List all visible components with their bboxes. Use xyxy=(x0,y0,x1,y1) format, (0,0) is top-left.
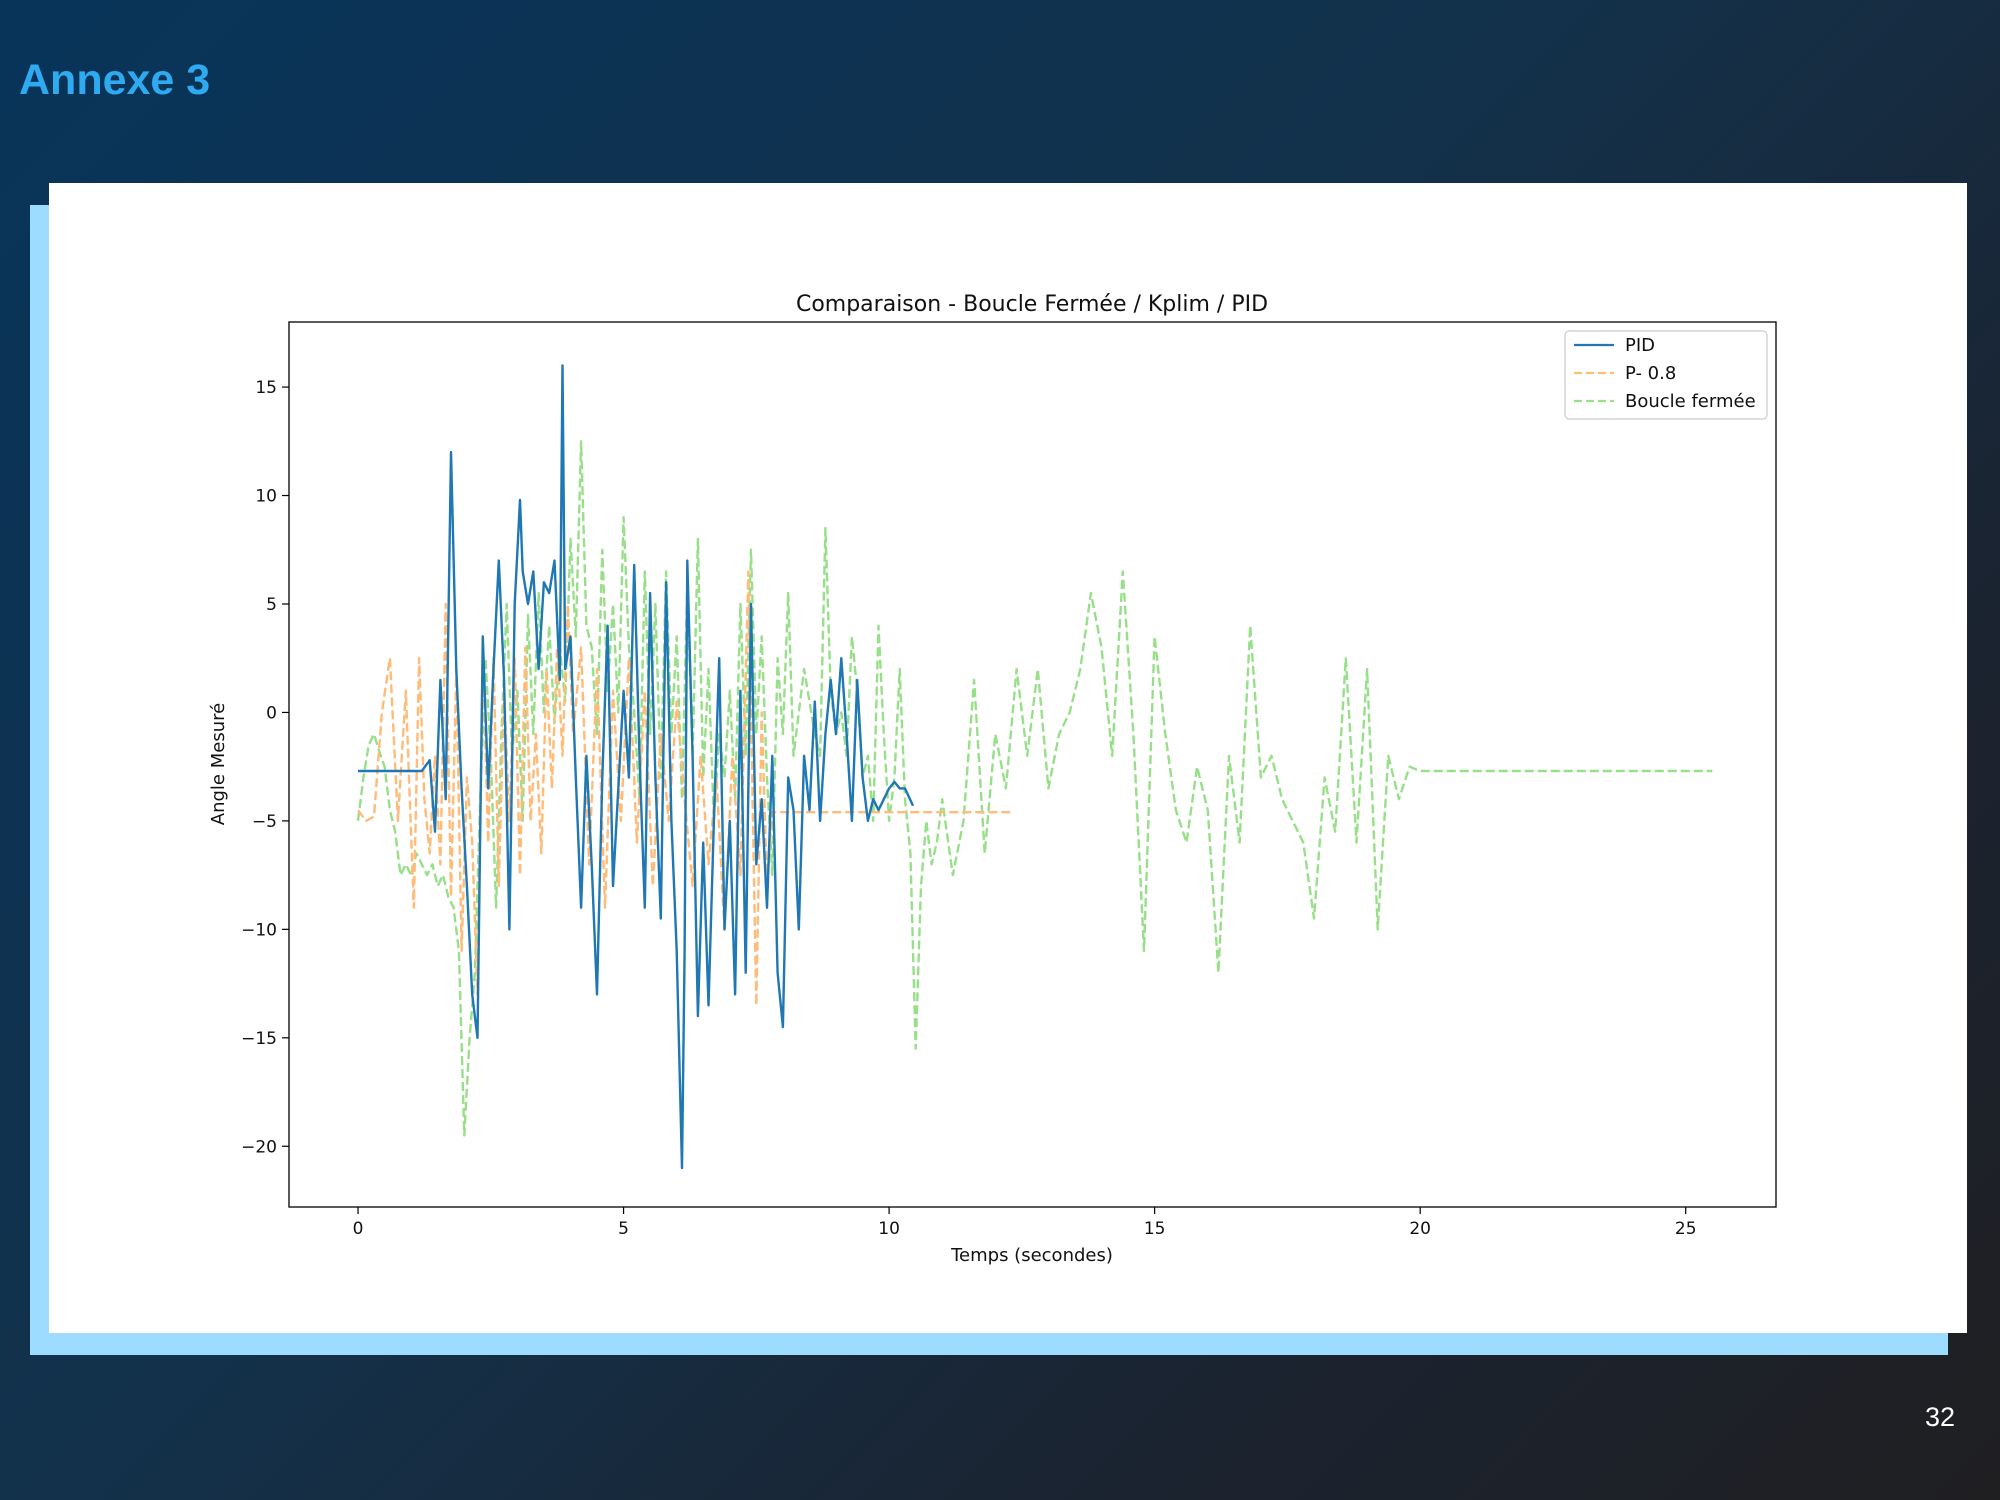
x-tick-label: 25 xyxy=(1675,1219,1697,1239)
x-tick-label: 15 xyxy=(1144,1219,1166,1239)
y-tick-label: −15 xyxy=(241,1029,277,1049)
chart-frame: 0 5 10 15 20 25 −20 −15 −10 −5 0 5 10 15 Comparaison … xyxy=(49,183,1967,1333)
y-tick-label: 15 xyxy=(255,378,277,398)
legend-label-closed-loop: Boucle fermée xyxy=(1625,391,1756,412)
y-tick-label: −20 xyxy=(241,1137,277,1157)
page-number: 32 xyxy=(1924,1402,1955,1432)
x-axis-label: Temps (secondes) xyxy=(950,1245,1113,1266)
x-tick-label: 10 xyxy=(878,1219,900,1239)
plot-area-border xyxy=(288,321,1777,1208)
y-tick-label: 10 xyxy=(255,487,277,507)
chart-title: Comparaison - Boucle Fermée / Kplim / PI… xyxy=(796,292,1268,317)
legend-box xyxy=(1564,330,1768,420)
y-tick-label: −10 xyxy=(241,920,277,940)
y-tick-label: 5 xyxy=(266,595,277,615)
x-tick-label: 5 xyxy=(618,1219,629,1239)
y-tick-label: −5 xyxy=(252,812,277,832)
series-line-0 xyxy=(358,364,915,1170)
x-tick-label: 0 xyxy=(353,1219,364,1239)
plot-lines xyxy=(356,364,1713,1170)
y-axis-label: Angle Mesuré xyxy=(208,703,229,825)
slide-title: Annexe 3 xyxy=(19,56,211,104)
series-line-1 xyxy=(357,570,1012,1007)
series-line-2 xyxy=(356,440,1713,1137)
legend-label-p: P- 0.8 xyxy=(1625,363,1676,384)
x-tick-label: 20 xyxy=(1409,1219,1431,1239)
line-chart: 0 5 10 15 20 25 −20 −15 −10 −5 0 5 10 15 Comparaison … xyxy=(208,292,1777,1266)
y-tick-label: 0 xyxy=(266,703,277,723)
legend-label-pid: PID xyxy=(1625,335,1655,356)
legend: PID P- 0.8 Boucle fermée xyxy=(1564,330,1768,420)
axis-ticks: 0 5 10 15 20 25 −20 −15 −10 −5 0 5 10 15 xyxy=(241,378,1696,1239)
